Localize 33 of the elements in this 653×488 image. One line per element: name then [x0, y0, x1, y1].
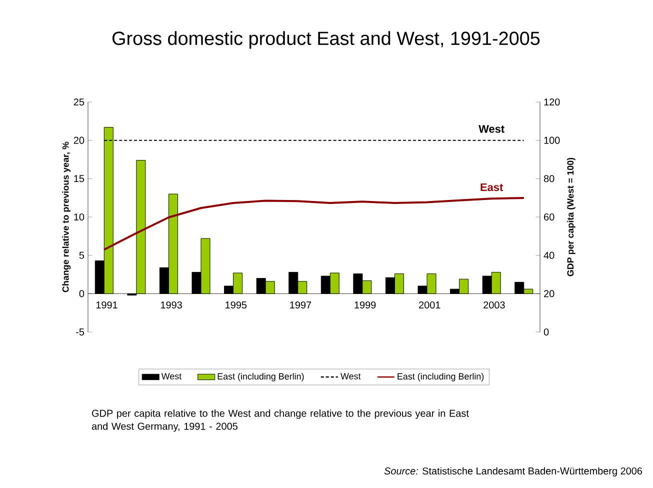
- x-tick-label: 1999: [354, 301, 376, 308]
- y-tick-label: 0: [79, 290, 84, 298]
- legend-label: East (including Berlin): [218, 372, 304, 382]
- legend-label: West: [161, 373, 182, 380]
- y2-tick-label: 40: [544, 252, 554, 259]
- x-tick-label: 1993: [161, 301, 182, 308]
- chart-title: Gross domestic product East and West, 1991-2005: [112, 31, 540, 49]
- x-tick-label: 1997: [290, 301, 312, 308]
- y2-tick-label: 60: [544, 213, 554, 221]
- annotation: East: [480, 183, 504, 192]
- y-tick-label: -5: [76, 328, 84, 336]
- y-tick-label: 5: [79, 252, 84, 259]
- y-tick-label: 15: [74, 175, 84, 182]
- x-tick-label: 2003: [484, 301, 505, 308]
- text: Source: Statistische Landesamt Baden-Württemberg 2006: [384, 467, 642, 476]
- legend-label: East (including Berlin): [398, 372, 484, 382]
- y2-axis-title: GDP per capita (West = 100): [566, 158, 576, 276]
- x-tick-label: 1995: [226, 301, 247, 308]
- y2-tick-label: 0: [544, 328, 549, 336]
- y2-tick-label: 100: [544, 136, 560, 144]
- x-tick-label: 1991: [96, 301, 118, 308]
- y-tick-label: 10: [74, 213, 84, 221]
- y2-tick-label: 80: [544, 175, 554, 182]
- y-axis-title: Change relative to previous year, %: [62, 142, 71, 292]
- annotation: West: [478, 125, 504, 133]
- x-tick-label: 2001: [419, 301, 440, 308]
- y-tick-label: 25: [74, 98, 84, 106]
- y2-tick-label: 20: [544, 290, 554, 298]
- text: GDP per capita relative to the West and change relative to the previous year in East and West Germany, 1991 - 2005: [92, 410, 469, 432]
- y-tick-label: 20: [74, 136, 84, 144]
- line-series: [103, 197, 525, 251]
- y2-tick-label: 120: [544, 98, 560, 106]
- legend-label: West: [340, 373, 361, 380]
